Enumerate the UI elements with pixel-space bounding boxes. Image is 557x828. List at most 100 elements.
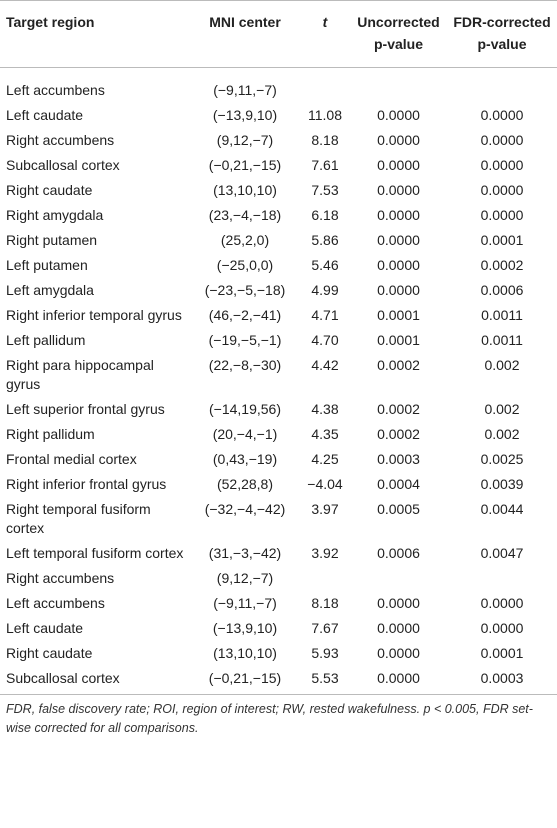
table-cell: (−19,−5,−1) bbox=[208, 332, 282, 348]
table-cell: 4.25 bbox=[311, 451, 339, 467]
table-cell: 3.97 bbox=[311, 501, 339, 517]
table-cell: 4.70 bbox=[311, 332, 339, 348]
table-row: Right temporal fusiform cortex (−32,−4,−4… bbox=[0, 497, 557, 541]
table-cell: 7.67 bbox=[311, 620, 339, 636]
table-cell: Subcallosal cortex bbox=[0, 666, 190, 695]
table-cell: 11.08 bbox=[308, 107, 342, 123]
table-row: Right putamen (25,2,0) 5.86 0.0000 0.0001 bbox=[0, 228, 557, 253]
table-row: Subcallosal cortex (−0,21,−15) 5.53 0.0000 0… bbox=[0, 666, 557, 695]
table-row: Left pallidum (−19,−5,−1) 4.70 0.0001 0.0011 bbox=[0, 328, 557, 353]
table-cell: (−32,−4,−42) bbox=[204, 501, 286, 517]
table-row: Right pallidum (20,−4,−1) 4.35 0.0002 0.002 bbox=[0, 422, 557, 447]
table-cell: (0,43,−19) bbox=[212, 451, 278, 467]
table-body: Left accumbens (−9,11,−7) Left caudate (−13… bbox=[0, 68, 557, 695]
header-cell: Target region bbox=[0, 0, 190, 68]
table-cell: 4.99 bbox=[311, 282, 339, 298]
table-cell: 0.0039 bbox=[480, 476, 524, 492]
table-row: Left superior frontal gyrus (−14,19,56) 4.… bbox=[0, 397, 557, 422]
table-row: Left amygdala (−23,−5,−18) 4.99 0.0000 0.000… bbox=[0, 278, 557, 303]
table-row: Left caudate (−13,9,10) 11.08 0.0000 0.0000 bbox=[0, 103, 557, 128]
table-cell: 5.93 bbox=[311, 645, 339, 661]
table-cell: 0.0000 bbox=[377, 207, 420, 223]
table-cell bbox=[445, 68, 557, 104]
table-cell: (−23,−5,−18) bbox=[204, 282, 286, 298]
table-row: Right inferior frontal gyrus (52,28,8) −4.… bbox=[0, 472, 557, 497]
table-cell: 0.0003 bbox=[377, 451, 420, 467]
table-cell: (46,−2,−41) bbox=[208, 307, 282, 323]
table-cell: 0.0047 bbox=[480, 545, 524, 561]
table-cell: (23,−4,−18) bbox=[208, 207, 282, 223]
table-cell bbox=[298, 566, 350, 591]
table-cell: Frontal medial cortex bbox=[6, 451, 137, 467]
table-cell: 0.0044 bbox=[480, 501, 524, 517]
table-cell: 5.53 bbox=[298, 666, 350, 695]
table-cell: 0.0000 bbox=[480, 620, 524, 636]
table-cell: 0.0000 bbox=[377, 645, 420, 661]
table-cell: 4.42 bbox=[311, 357, 339, 373]
table-row: Right caudate (13,10,10) 5.93 0.0000 0.0001 bbox=[0, 641, 557, 666]
table-cell: Right amygdala bbox=[6, 207, 104, 223]
table-row: Right accumbens (9,12,−7) 8.18 0.0000 0.0000 bbox=[0, 128, 557, 153]
table-row: Subcallosal cortex (−0,21,−15) 7.61 0.0000 0… bbox=[0, 153, 557, 178]
table-cell: 0.0000 bbox=[377, 257, 420, 273]
header-cell: t bbox=[298, 0, 350, 68]
table-cell: Left temporal fusiform cortex bbox=[6, 545, 184, 561]
table-cell: 4.35 bbox=[311, 426, 339, 442]
table-cell: 0.0001 bbox=[377, 332, 420, 348]
table-cell: 0.0001 bbox=[480, 645, 524, 661]
table-cell: Left superior frontal gyrus bbox=[6, 401, 165, 417]
table-cell: (20,−4,−1) bbox=[212, 426, 278, 442]
table-cell: Left caudate bbox=[6, 620, 84, 636]
table-cell: 0.0000 bbox=[480, 595, 524, 611]
table-row: Left accumbens (−9,11,−7) 8.18 0.0000 0.0000 bbox=[0, 591, 557, 616]
table-cell: 0.0005 bbox=[377, 501, 420, 517]
footnote: FDR, false discovery rate; ROI, region o… bbox=[6, 702, 533, 735]
table-cell: Left amygdala bbox=[6, 282, 94, 298]
table-cell: (52,28,8) bbox=[216, 476, 274, 492]
table-row: Left temporal fusiform cortex (31,−3,−42)… bbox=[0, 541, 557, 566]
table-cell: 3.92 bbox=[311, 545, 339, 561]
table-row: Left putamen (−25,0,0) 5.46 0.0000 0.0002 bbox=[0, 253, 557, 278]
table-cell: 0.002 bbox=[484, 357, 520, 373]
table-cell: 0.0002 bbox=[377, 357, 420, 373]
table-cell: Right putamen bbox=[6, 232, 98, 248]
table-cell: Left accumbens bbox=[6, 595, 105, 611]
table-cell: 5.86 bbox=[311, 232, 339, 248]
table-cell: (13,10,10) bbox=[213, 182, 277, 198]
table-cell: Left caudate bbox=[6, 107, 84, 123]
table-cell: (22,−8,−30) bbox=[208, 357, 282, 373]
table-cell: Right caudate bbox=[6, 182, 93, 198]
table-cell bbox=[298, 68, 350, 104]
table-row: Right inferior temporal gyrus (46,−2,−41)… bbox=[0, 303, 557, 328]
table-cell: 4.71 bbox=[311, 307, 339, 323]
table-row: Left caudate (−13,9,10) 7.67 0.0000 0.0000 bbox=[0, 616, 557, 641]
table-cell: Left pallidum bbox=[6, 332, 86, 348]
table-cell: 0.0001 bbox=[480, 232, 524, 248]
table-cell: (9,12,−7) bbox=[216, 132, 274, 148]
table-cell: −4.04 bbox=[307, 476, 343, 492]
table-cell: 0.0000 bbox=[377, 132, 420, 148]
table-cell: (9,12,−7) bbox=[216, 570, 274, 586]
table-cell: Right temporal fusiform cortex bbox=[6, 501, 151, 536]
table-cell: 0.002 bbox=[484, 401, 520, 417]
table-cell: 0.0006 bbox=[480, 282, 524, 298]
table-cell: Right inferior temporal gyrus bbox=[6, 307, 182, 323]
table-cell: (13,10,10) bbox=[213, 645, 277, 661]
table-cell: 8.18 bbox=[311, 595, 339, 611]
header-cell: MNI center bbox=[190, 0, 298, 68]
table-cell: (−9,11,−7) bbox=[213, 595, 277, 611]
table-cell: (31,−3,−42) bbox=[208, 545, 282, 561]
table-row: Frontal medial cortex (0,43,−19) 4.25 0.000… bbox=[0, 447, 557, 472]
table-cell: 0.0011 bbox=[481, 307, 523, 323]
table-cell: 0.0011 bbox=[481, 332, 523, 348]
table-cell: 0.0000 bbox=[480, 182, 524, 198]
table-cell: (−0,21,−15) bbox=[190, 666, 298, 695]
table-cell: (−0,21,−15) bbox=[208, 157, 282, 173]
table-cell: 0.0000 bbox=[377, 182, 420, 198]
table-cell: 0.0000 bbox=[480, 132, 524, 148]
table-cell bbox=[350, 566, 445, 591]
table-cell: (−25,0,0) bbox=[216, 257, 274, 273]
table-cell: Right accumbens bbox=[6, 570, 115, 586]
header-cell: FDR-corrected p-value bbox=[445, 0, 557, 68]
